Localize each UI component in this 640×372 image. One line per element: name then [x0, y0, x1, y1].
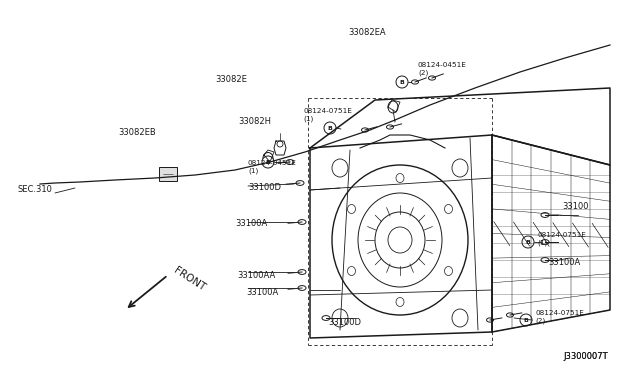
Text: 08124-0751E
(1): 08124-0751E (1) — [537, 232, 586, 246]
Text: 33100: 33100 — [562, 202, 589, 211]
Text: B: B — [266, 160, 271, 164]
Text: 08124-0451E
(2): 08124-0451E (2) — [418, 62, 467, 76]
Text: 08124-0451E
(1): 08124-0451E (1) — [248, 160, 297, 173]
Circle shape — [522, 236, 534, 248]
Text: 33082EB: 33082EB — [118, 128, 156, 137]
Text: 33100A: 33100A — [246, 288, 278, 297]
Text: 33082H: 33082H — [238, 117, 271, 126]
Text: B: B — [525, 240, 531, 244]
Text: B: B — [328, 125, 332, 131]
Text: FRONT: FRONT — [172, 265, 207, 293]
Text: 08124-0751E
(2): 08124-0751E (2) — [535, 310, 584, 324]
Circle shape — [396, 76, 408, 88]
Text: 33082EA: 33082EA — [348, 28, 386, 37]
Text: 33100D: 33100D — [328, 318, 361, 327]
Text: J3300007T: J3300007T — [563, 352, 607, 361]
Text: 33100A: 33100A — [235, 219, 268, 228]
Text: SEC.310: SEC.310 — [18, 185, 53, 194]
Circle shape — [262, 156, 274, 168]
Circle shape — [520, 314, 532, 326]
Text: 33100AA: 33100AA — [237, 271, 275, 280]
Text: 33082E: 33082E — [215, 75, 247, 84]
Text: B: B — [399, 80, 404, 84]
Text: 33100A: 33100A — [548, 258, 580, 267]
Text: 33100D: 33100D — [248, 183, 281, 192]
Text: B: B — [524, 317, 529, 323]
Text: 08124-0751E
(1): 08124-0751E (1) — [303, 108, 352, 122]
Text: J3300007T: J3300007T — [563, 352, 607, 361]
Circle shape — [324, 122, 336, 134]
FancyBboxPatch shape — [159, 167, 177, 181]
